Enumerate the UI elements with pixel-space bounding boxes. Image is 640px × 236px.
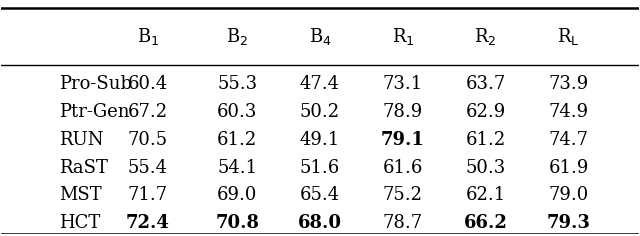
Text: R$_\mathrm{L}$: R$_\mathrm{L}$ <box>557 26 580 47</box>
Text: 51.6: 51.6 <box>300 159 340 177</box>
Text: 60.3: 60.3 <box>217 103 257 121</box>
Text: 74.7: 74.7 <box>548 131 589 149</box>
Text: Ptr-Gen: Ptr-Gen <box>59 103 129 121</box>
Text: 73.1: 73.1 <box>383 75 423 93</box>
Text: HCT: HCT <box>59 214 100 232</box>
Text: 54.1: 54.1 <box>217 159 257 177</box>
Text: 72.4: 72.4 <box>126 214 170 232</box>
Text: 79.3: 79.3 <box>547 214 591 232</box>
Text: 79.1: 79.1 <box>381 131 425 149</box>
Text: 74.9: 74.9 <box>548 103 589 121</box>
Text: 62.1: 62.1 <box>465 186 506 204</box>
Text: Pro-Sub: Pro-Sub <box>59 75 132 93</box>
Text: RUN: RUN <box>59 131 103 149</box>
Text: 71.7: 71.7 <box>128 186 168 204</box>
Text: 70.8: 70.8 <box>215 214 259 232</box>
Text: 73.9: 73.9 <box>548 75 589 93</box>
Text: 67.2: 67.2 <box>128 103 168 121</box>
Text: 78.9: 78.9 <box>383 103 423 121</box>
Text: 66.2: 66.2 <box>464 214 508 232</box>
Text: 75.2: 75.2 <box>383 186 423 204</box>
Text: RaST: RaST <box>59 159 108 177</box>
Text: 55.4: 55.4 <box>128 159 168 177</box>
Text: 61.2: 61.2 <box>217 131 257 149</box>
Text: 63.7: 63.7 <box>465 75 506 93</box>
Text: R$_2$: R$_2$ <box>474 26 497 47</box>
Text: 47.4: 47.4 <box>300 75 340 93</box>
Text: B$_1$: B$_1$ <box>137 26 159 47</box>
Text: 60.4: 60.4 <box>128 75 168 93</box>
Text: 61.2: 61.2 <box>465 131 506 149</box>
Text: 70.5: 70.5 <box>128 131 168 149</box>
Text: 65.4: 65.4 <box>300 186 340 204</box>
Text: 78.7: 78.7 <box>383 214 423 232</box>
Text: 69.0: 69.0 <box>217 186 257 204</box>
Text: 61.6: 61.6 <box>383 159 423 177</box>
Text: R$_1$: R$_1$ <box>392 26 414 47</box>
Text: 55.3: 55.3 <box>217 75 257 93</box>
Text: 61.9: 61.9 <box>548 159 589 177</box>
Text: B$_2$: B$_2$ <box>226 26 248 47</box>
Text: 49.1: 49.1 <box>300 131 340 149</box>
Text: 50.2: 50.2 <box>300 103 340 121</box>
Text: 79.0: 79.0 <box>548 186 589 204</box>
Text: 68.0: 68.0 <box>298 214 342 232</box>
Text: 62.9: 62.9 <box>465 103 506 121</box>
Text: B$_4$: B$_4$ <box>308 26 332 47</box>
Text: MST: MST <box>59 186 101 204</box>
Text: 50.3: 50.3 <box>465 159 506 177</box>
